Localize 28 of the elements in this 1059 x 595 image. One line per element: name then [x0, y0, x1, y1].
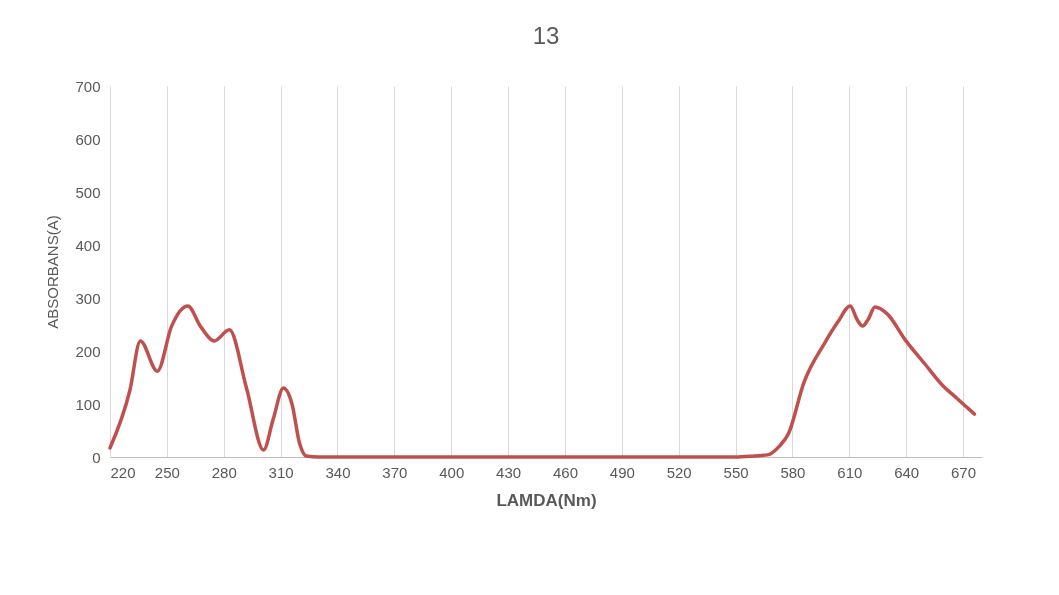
x-tick-label: 550: [723, 463, 749, 481]
y-tick-label: 100: [75, 395, 101, 413]
x-tick-label: 580: [780, 463, 806, 481]
y-tick-label: 0: [92, 448, 101, 466]
y-tick-label: 200: [75, 342, 101, 360]
x-tick-label: 430: [496, 463, 522, 481]
x-tick-label: 490: [609, 463, 635, 481]
x-tick-label: 520: [666, 463, 692, 481]
x-tick-label: 640: [894, 463, 920, 481]
x-tick-label: 610: [837, 463, 863, 481]
x-tick-label: 280: [211, 463, 237, 481]
x-tick-label: 340: [325, 463, 351, 481]
chart-title: 13: [532, 22, 560, 49]
y-axis-title: ABSORBANS(A): [44, 215, 62, 329]
x-tick-label: 250: [154, 463, 180, 481]
x-tick-label: 670: [951, 463, 977, 481]
x-axis-title: LAMDA(Nm): [496, 490, 597, 510]
x-tick-label: 400: [439, 463, 465, 481]
x-tick-label: 220: [110, 463, 136, 481]
x-tick-label: 370: [382, 463, 408, 481]
y-tick-label: 300: [75, 289, 101, 307]
x-tick-label: 310: [268, 463, 294, 481]
y-tick-label: 600: [75, 130, 101, 148]
x-tick-label: 460: [552, 463, 578, 481]
y-tick-label: 700: [75, 77, 101, 95]
line-series: [108, 304, 977, 459]
y-tick-label: 400: [75, 236, 101, 254]
y-tick-label: 500: [75, 183, 101, 201]
